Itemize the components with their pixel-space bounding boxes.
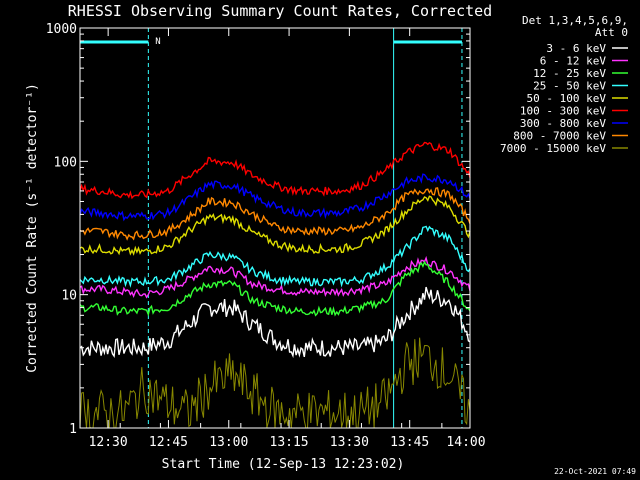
x-tick-label: 12:45 bbox=[149, 435, 188, 450]
x-tick-label: 13:30 bbox=[330, 435, 369, 450]
legend-entry-label: 300 - 800 keV bbox=[520, 117, 606, 130]
legend-entry-label: 7000 - 15000 keV bbox=[500, 142, 606, 155]
legend-entry-label: 50 - 100 keV bbox=[527, 92, 607, 105]
series-line bbox=[79, 173, 471, 222]
series-line bbox=[79, 337, 471, 429]
plot-frame bbox=[79, 27, 471, 429]
series-line bbox=[79, 255, 471, 299]
legend-entry-label: 12 - 25 keV bbox=[533, 67, 606, 80]
chart-title: RHESSI Observing Summary Count Rates, Co… bbox=[68, 2, 492, 20]
x-tick-label: 13:00 bbox=[209, 435, 248, 450]
y-tick-label: 10 bbox=[61, 289, 77, 304]
x-tick-label: 13:45 bbox=[390, 435, 429, 450]
series-line bbox=[79, 260, 471, 317]
legend-header-line-1: Det 1,3,4,5,6,9, bbox=[522, 14, 628, 27]
band-annotation: N bbox=[155, 37, 160, 47]
x-tick-label: 12:30 bbox=[89, 435, 128, 450]
timestamp: 22-Oct-2021 07:49 bbox=[554, 467, 636, 476]
legend-entry-label: 100 - 300 keV bbox=[520, 105, 606, 118]
series-line bbox=[79, 286, 471, 359]
legend-entry-label: 25 - 50 keV bbox=[533, 80, 606, 93]
x-axis-label: Start Time (12-Sep-13 12:23:02) bbox=[162, 457, 405, 472]
legend-entry-label: 3 - 6 keV bbox=[546, 42, 606, 55]
legend-entry-label: 6 - 12 keV bbox=[540, 55, 607, 68]
y-axis-label: Corrected Count Rate (s⁻¹ detector⁻¹) bbox=[25, 83, 40, 373]
x-tick-label: 13:15 bbox=[270, 435, 309, 450]
y-tick-label: 1000 bbox=[46, 22, 77, 37]
series-line bbox=[79, 225, 471, 288]
legend-entry-label: 800 - 7000 keV bbox=[513, 130, 606, 143]
series-line bbox=[79, 187, 471, 241]
x-tick-label: 14:00 bbox=[446, 435, 485, 450]
axis-ticks: 12:30 12:45 13:00 13:15 13:30 13:45 14:00 1 10 10… bbox=[46, 22, 486, 450]
y-tick-label: 100 bbox=[54, 155, 77, 170]
series-line bbox=[79, 141, 471, 200]
series-lines bbox=[79, 141, 471, 429]
legend-header-line-2: Att 0 bbox=[595, 26, 628, 39]
y-tick-label: 1 bbox=[69, 422, 77, 437]
series-line bbox=[79, 195, 471, 256]
